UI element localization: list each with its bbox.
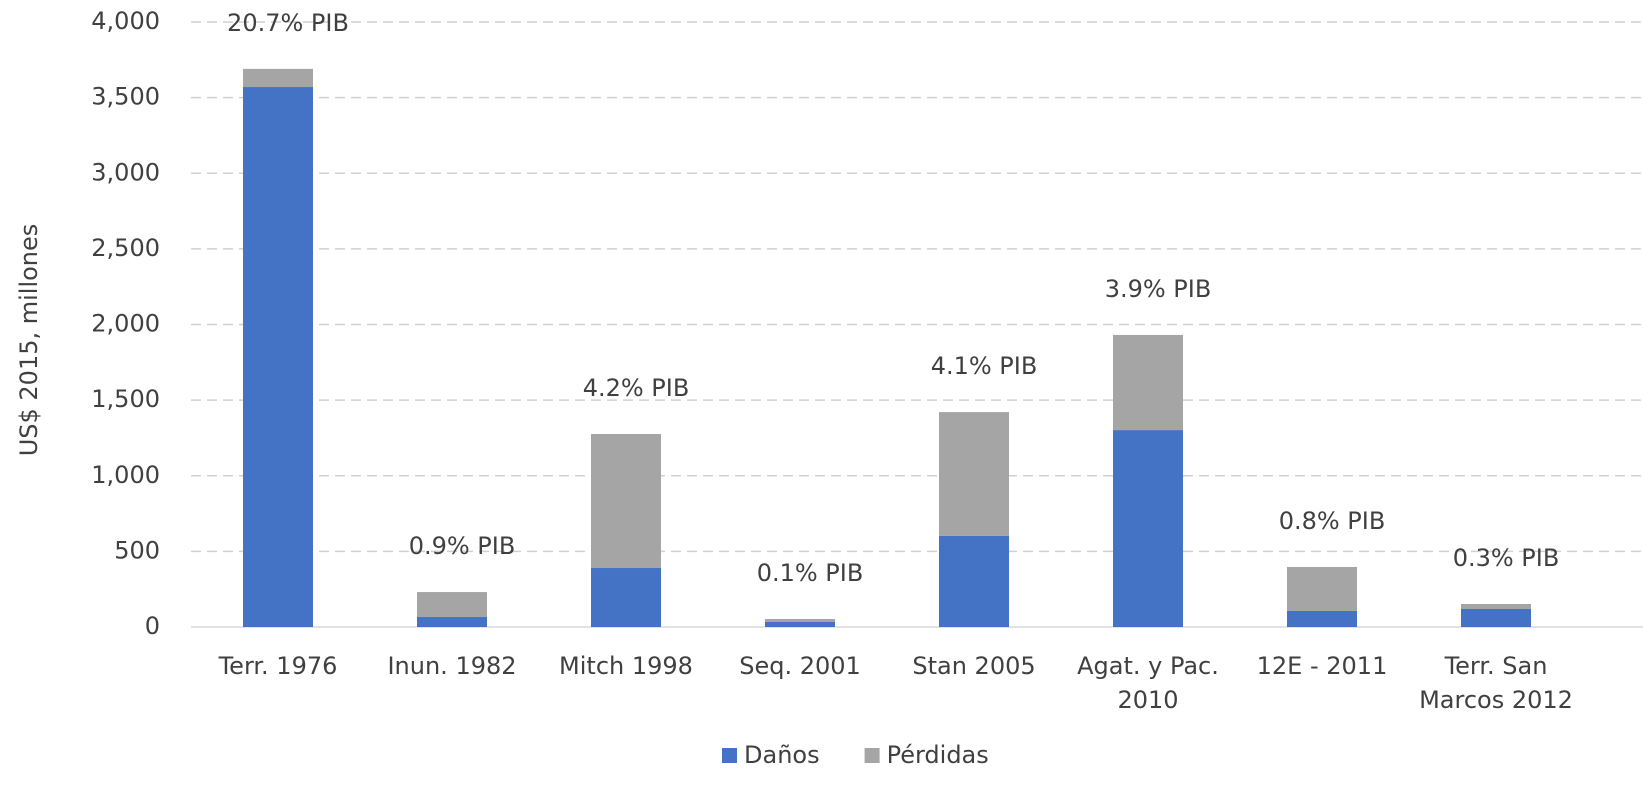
- bar-segment: [417, 592, 487, 618]
- x-tick-label: Seq. 2001: [739, 652, 861, 680]
- annotation: 4.1% PIB: [931, 352, 1038, 380]
- legend-swatch: [864, 748, 880, 763]
- annotation: 20.7% PIB: [227, 9, 349, 37]
- y-tick-label: 2,000: [91, 310, 160, 338]
- x-tick-label: Agat. y Pac. 2010: [1077, 652, 1219, 714]
- x-tick-label: 12E - 2011: [1256, 652, 1388, 680]
- bar-segment: [939, 535, 1009, 627]
- legend-label: Daños: [744, 741, 820, 769]
- y-tick-label: 1,000: [91, 461, 160, 489]
- y-tick-label: 3,000: [91, 158, 160, 186]
- annotation: 4.2% PIB: [583, 374, 690, 402]
- annotation: 0.1% PIB: [757, 559, 864, 587]
- bar-segment: [939, 412, 1009, 536]
- y-axis-label: US$ 2015, millones: [15, 224, 43, 457]
- y-tick-label: 2,500: [91, 234, 160, 262]
- legend-swatch: [722, 748, 737, 763]
- x-tick-label: Stan 2005: [912, 652, 1036, 680]
- y-tick-label: 500: [114, 536, 160, 564]
- y-tick-label: 4,000: [91, 7, 160, 35]
- bar-segment: [591, 568, 661, 627]
- y-tick-label: 3,500: [91, 83, 160, 111]
- x-tick-label: Terr. 1976: [218, 652, 338, 680]
- x-tick-label: Terr. San Marcos 2012: [1419, 652, 1573, 714]
- bar-segment: [765, 622, 835, 627]
- bar-segment: [1461, 609, 1531, 627]
- bar-segment: [417, 617, 487, 627]
- annotation: 0.9% PIB: [409, 532, 516, 560]
- bar-segment: [1113, 334, 1183, 431]
- bar-segment: [1287, 566, 1357, 611]
- bar-segment: [1461, 604, 1531, 610]
- y-tick-label: 1,500: [91, 385, 160, 413]
- x-tick-label: Mitch 1998: [559, 652, 693, 680]
- bar-segment: [1287, 610, 1357, 627]
- y-tick-label: 0: [145, 612, 160, 640]
- bar-segment: [591, 434, 661, 569]
- bar-segment: [243, 68, 313, 88]
- bar-segment: [765, 618, 835, 623]
- x-tick-label: Inun. 1982: [387, 652, 517, 680]
- annotation: 0.8% PIB: [1279, 507, 1386, 535]
- legend-label: Pérdidas: [887, 741, 989, 769]
- bar-segment: [243, 87, 313, 628]
- bar-segment: [1113, 430, 1183, 627]
- annotation: 0.3% PIB: [1453, 544, 1560, 572]
- annotation: 3.9% PIB: [1105, 275, 1212, 303]
